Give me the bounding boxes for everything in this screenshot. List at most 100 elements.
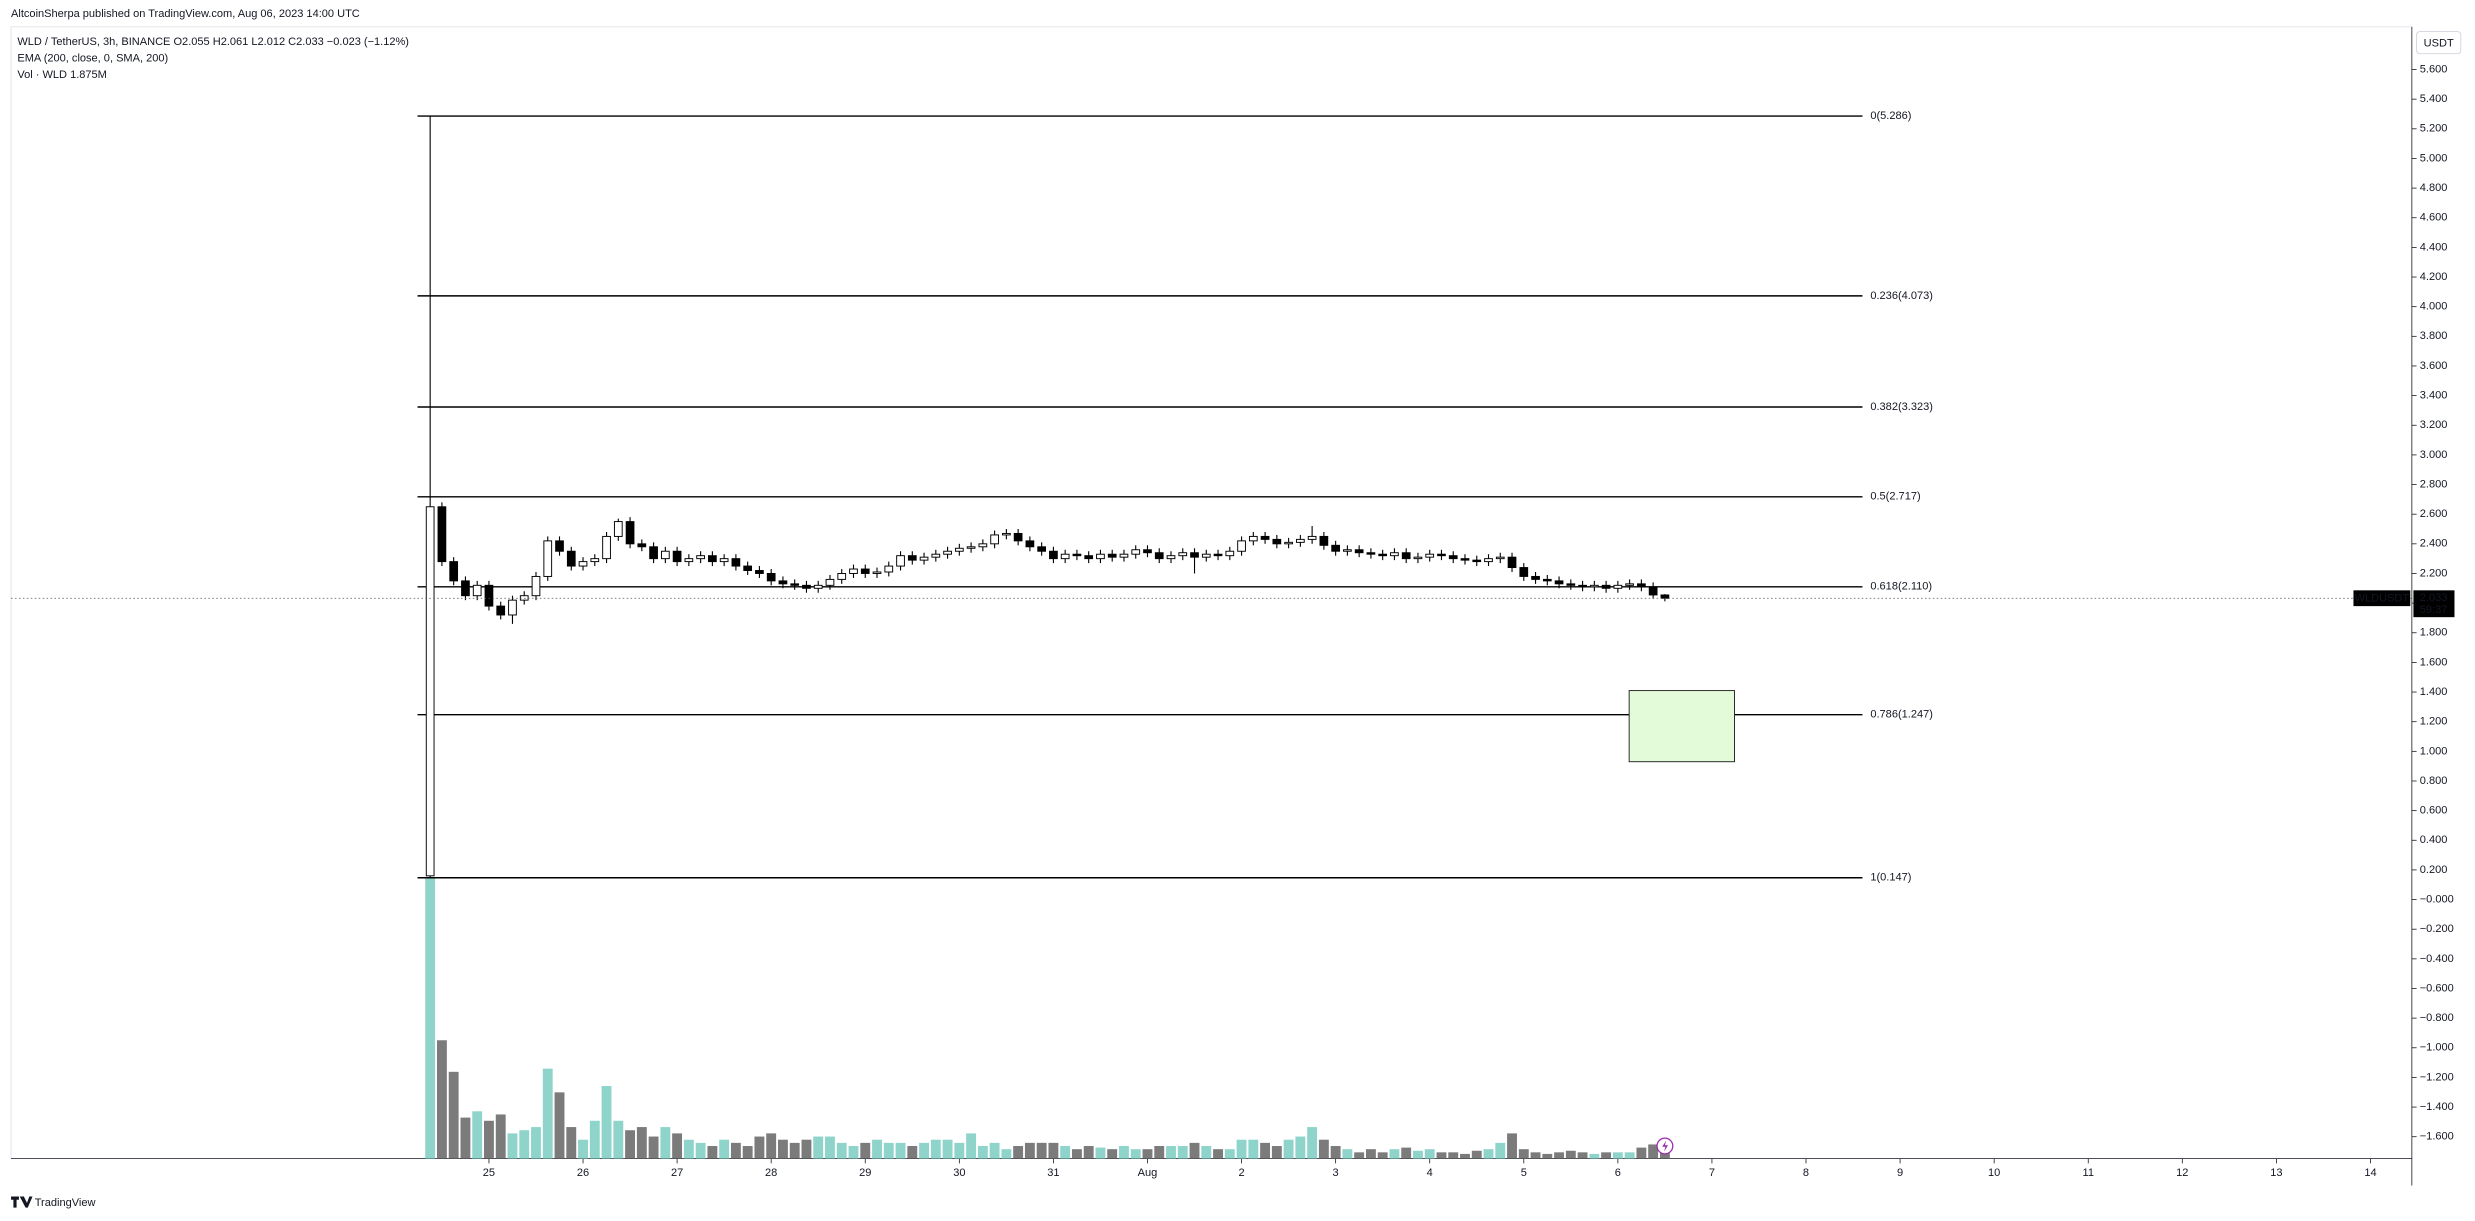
candle-body: [1601, 584, 1611, 589]
volume-bar: [1260, 1142, 1271, 1159]
volume-bar: [813, 1136, 824, 1159]
volume-bar: [707, 1146, 718, 1159]
y-tick-label: 1.200: [2420, 716, 2448, 728]
x-tick-label: 5: [1521, 1167, 1527, 1179]
y-tick-label: 3.400: [2420, 390, 2448, 402]
candle-body: [1248, 535, 1258, 542]
volume-bar: [589, 1120, 600, 1159]
volume-bar: [789, 1142, 800, 1159]
countdown-label: 59:37: [2420, 604, 2448, 616]
candle-body: [425, 506, 435, 877]
y-tick-label: 0.600: [2420, 805, 2448, 817]
candle-body: [1354, 549, 1364, 554]
candle-body: [1307, 535, 1317, 540]
candle-body: [543, 540, 553, 577]
volume-bar: [966, 1133, 977, 1159]
candle-body: [1660, 594, 1670, 599]
tradingview-logo: TradingView: [11, 1196, 96, 1209]
candle-body: [1507, 556, 1517, 569]
volume-bar: [1271, 1146, 1282, 1159]
volume-bar: [495, 1114, 506, 1159]
volume-bar: [766, 1133, 777, 1159]
x-tick-label: Aug: [1138, 1167, 1158, 1179]
volume-bar: [1424, 1149, 1435, 1159]
volume-bar: [719, 1139, 730, 1159]
volume-bar: [977, 1146, 988, 1159]
candle-body: [555, 540, 564, 552]
candle-body: [660, 550, 670, 560]
volume-bar: [1307, 1127, 1318, 1159]
currency-label[interactable]: USDT: [2424, 37, 2454, 49]
volume-bar: [801, 1139, 812, 1159]
candle-body: [1296, 538, 1305, 543]
volume-bar: [1248, 1139, 1259, 1159]
candle-body: [1495, 556, 1505, 560]
volume-bar: [1554, 1152, 1565, 1159]
volume-bar: [1083, 1146, 1094, 1159]
volume-bar: [1530, 1152, 1541, 1159]
candle-body: [1637, 583, 1646, 588]
currency-button[interactable]: [2416, 31, 2462, 55]
candle-body: [1213, 553, 1223, 557]
candle-body: [1225, 550, 1235, 557]
candle-body: [449, 561, 459, 582]
volume-bar: [472, 1111, 483, 1159]
volume-bar: [1177, 1146, 1188, 1159]
volume-bar: [1436, 1152, 1447, 1159]
candle-body: [849, 568, 858, 574]
volume-bar: [1130, 1149, 1141, 1159]
volume-bar: [1483, 1149, 1494, 1159]
x-tick-label: 4: [1427, 1167, 1433, 1179]
x-tick-label: 31: [1047, 1167, 1059, 1179]
y-tick-label: −0.600: [2420, 982, 2454, 994]
candle-body: [649, 546, 658, 560]
y-tick-label: 4.400: [2420, 241, 2448, 253]
published-line: AltcoinSherpa published on TradingView.c…: [11, 8, 360, 20]
volume-bar: [1071, 1149, 1082, 1159]
volume-bar: [1507, 1133, 1517, 1159]
fib-label: 0.382(3.323): [1870, 401, 1933, 413]
y-tick-label: 4.000: [2420, 301, 2448, 313]
candle-body: [1025, 540, 1035, 548]
volume-bar: [519, 1130, 530, 1159]
candle-body: [860, 568, 870, 574]
volume-bar: [1542, 1153, 1553, 1159]
volume-bar: [1189, 1142, 1200, 1159]
candle-body: [1425, 553, 1435, 558]
candle-body: [437, 506, 447, 563]
volume-bar: [460, 1117, 471, 1159]
y-tick-label: 3.600: [2420, 360, 2448, 372]
y-tick-label: −0.200: [2420, 923, 2454, 935]
y-tick-label: −1.000: [2420, 1042, 2454, 1054]
y-tick-label: 0.200: [2420, 864, 2448, 876]
y-tick-label: −0.400: [2420, 953, 2454, 965]
x-tick-label: 27: [671, 1167, 683, 1179]
symbol-tag: [2353, 590, 2411, 607]
candle-body: [708, 555, 717, 563]
y-tick-label: −0.000: [2420, 893, 2454, 905]
volume-bar: [542, 1068, 553, 1159]
candle-body: [931, 553, 941, 558]
candle-body: [1554, 580, 1564, 585]
candle-body: [990, 534, 999, 545]
volume-bar: [1365, 1149, 1376, 1159]
volume-bar: [1295, 1136, 1306, 1159]
volume-bar: [1283, 1139, 1294, 1159]
candle-body: [943, 550, 952, 555]
volume-bar: [836, 1142, 847, 1159]
volume-bar: [1036, 1142, 1047, 1159]
x-tick-label: 13: [2270, 1167, 2282, 1179]
candle-body: [1107, 553, 1117, 558]
brand: TradingView: [35, 1197, 96, 1209]
volume-bar: [1471, 1150, 1482, 1159]
candle-body: [1331, 544, 1340, 552]
candle-body: [954, 547, 964, 552]
candle-body: [1237, 540, 1246, 552]
y-tick-label: −0.800: [2420, 1012, 2454, 1024]
candle-body: [966, 546, 976, 549]
y-tick-label: 3.200: [2420, 419, 2448, 431]
x-tick-label: 28: [765, 1167, 777, 1179]
volume-bar: [554, 1092, 565, 1159]
volume-bar: [531, 1127, 541, 1159]
